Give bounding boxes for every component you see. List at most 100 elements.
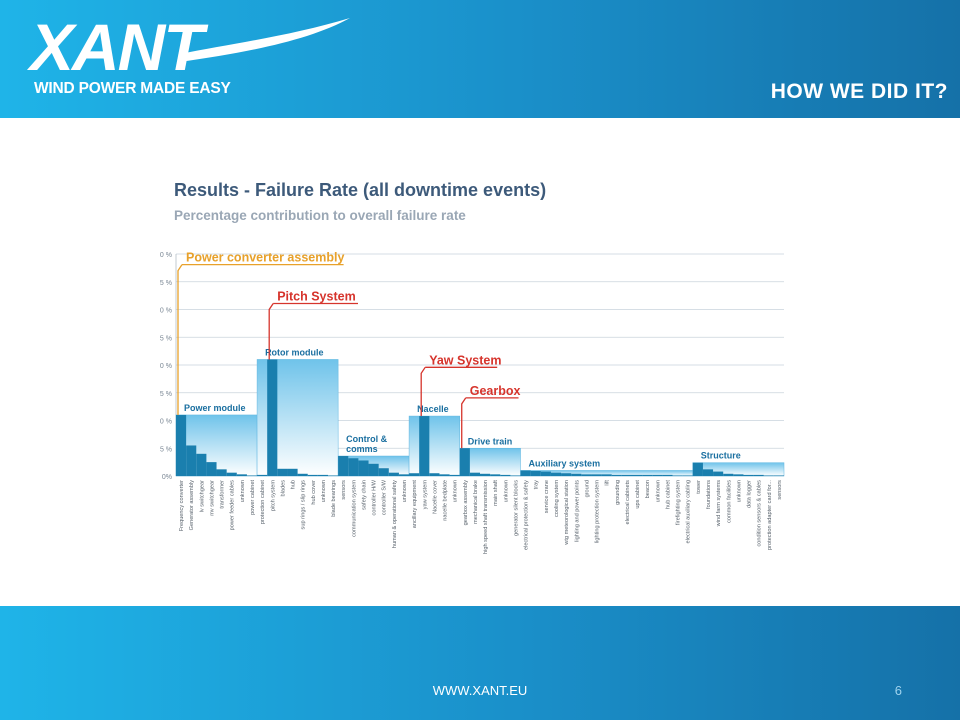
group-label-line2: comms bbox=[346, 444, 378, 454]
group-label: Control & bbox=[346, 434, 387, 444]
logo-wordmark: XANT bbox=[30, 10, 204, 84]
logo-tagline: WIND POWER MADE EASY bbox=[34, 80, 231, 97]
bar bbox=[409, 473, 420, 476]
x-tick-label: electrical protection & safety bbox=[524, 480, 530, 550]
x-tick-label: pitch system bbox=[270, 480, 276, 511]
bar bbox=[672, 475, 683, 476]
x-tick-label: tray bbox=[534, 480, 540, 490]
x-tick-label: electrical auxiliary cabling bbox=[686, 480, 692, 543]
xant-logo[interactable]: XANT WIND POWER MADE EASY bbox=[30, 10, 350, 104]
bar bbox=[500, 474, 511, 476]
bar bbox=[702, 469, 714, 476]
x-tick-label: safety chain bbox=[361, 480, 367, 510]
bar bbox=[652, 474, 663, 476]
bar bbox=[642, 474, 653, 476]
bar bbox=[753, 474, 764, 476]
x-tick-label: foundations bbox=[706, 480, 712, 509]
callout-label: Gearbox bbox=[470, 384, 521, 398]
x-tick-label: beacon bbox=[645, 480, 651, 498]
callout-label: Pitch System bbox=[277, 290, 356, 304]
x-tick-label: data logger bbox=[747, 480, 753, 508]
x-tick-label: wind farm systems bbox=[716, 480, 722, 528]
bar bbox=[490, 474, 501, 476]
group-bar bbox=[408, 415, 460, 477]
x-tick-label: unknown bbox=[321, 480, 327, 502]
x-tick-label: lift bbox=[605, 480, 611, 486]
x-tick-label: Nacelle cover bbox=[432, 480, 438, 514]
y-tick-label: 10 % bbox=[160, 419, 172, 426]
y-tick-label: 20 % bbox=[160, 363, 172, 370]
bar bbox=[530, 471, 541, 476]
bar bbox=[713, 471, 724, 476]
bar bbox=[743, 474, 754, 476]
bar bbox=[176, 414, 187, 476]
bar bbox=[510, 475, 521, 476]
y-tick-label: 15 % bbox=[160, 391, 172, 398]
bar bbox=[611, 474, 622, 476]
x-tick-label: protection adapter card for... bbox=[767, 480, 773, 550]
footer-url-link[interactable]: WWW.XANT.EU bbox=[432, 683, 528, 698]
x-tick-label: mechanical brake bbox=[473, 480, 479, 524]
x-tick-label: lv switchgear bbox=[199, 480, 205, 512]
bar bbox=[763, 475, 774, 476]
x-tick-label: high speed shaft transmission bbox=[483, 480, 489, 554]
x-tick-label: unknown bbox=[503, 480, 509, 502]
bar bbox=[398, 474, 410, 476]
x-tick-label: electrical cabinets bbox=[625, 480, 631, 525]
x-tick-label: power cabinet bbox=[250, 480, 256, 515]
x-tick-label: unknown bbox=[655, 480, 661, 502]
x-tick-label: service crane bbox=[544, 480, 550, 513]
x-tick-label: hub cabinet bbox=[665, 480, 671, 509]
y-tick-label: 30 % bbox=[160, 308, 172, 315]
group-label: Auxiliary system bbox=[529, 458, 601, 468]
x-tick-label: hub bbox=[291, 480, 297, 489]
callout-leader bbox=[268, 303, 274, 360]
bar bbox=[561, 473, 572, 476]
x-tick-label: gearbox assembly bbox=[463, 480, 469, 526]
y-tick-label: 5 % bbox=[160, 446, 172, 453]
y-tick-label: 25 % bbox=[160, 335, 172, 342]
x-tick-label: lighting protection system bbox=[595, 480, 601, 543]
x-tick-label: unknown bbox=[453, 480, 459, 502]
logo-swoosh-icon bbox=[180, 18, 350, 62]
x-tick-label: generator silent blocks bbox=[513, 480, 519, 536]
bar bbox=[186, 445, 197, 476]
bar bbox=[682, 475, 693, 476]
bar bbox=[196, 453, 207, 476]
bar bbox=[480, 473, 491, 476]
failure-rate-chart: 0% 5 % 10 % 15 % 20 % 25 % 30 % 35 % 40 % Power m… bbox=[160, 170, 800, 570]
bar bbox=[449, 474, 460, 476]
x-tick-label: sensors bbox=[777, 480, 783, 500]
x-tick-label: unknown bbox=[402, 480, 408, 502]
group-label: Structure bbox=[701, 451, 741, 461]
x-tick-label: main shaft bbox=[493, 480, 499, 506]
bar bbox=[459, 448, 470, 476]
bar bbox=[550, 472, 562, 476]
group-label: Rotor module bbox=[265, 347, 324, 357]
bar bbox=[540, 471, 551, 476]
x-tick-label: sup rings / slip rings bbox=[301, 480, 307, 530]
bar bbox=[692, 462, 703, 476]
bar bbox=[358, 460, 369, 476]
bar bbox=[621, 474, 632, 476]
x-tick-label: protection cabinet bbox=[260, 480, 266, 525]
bar bbox=[368, 463, 379, 476]
bar bbox=[571, 473, 582, 476]
x-tick-label: grounding bbox=[615, 480, 621, 505]
bar bbox=[338, 456, 349, 476]
x-tick-label: cooling system bbox=[554, 480, 560, 517]
bar bbox=[246, 475, 258, 476]
bar bbox=[388, 472, 399, 476]
bar bbox=[378, 468, 389, 476]
bar bbox=[348, 458, 359, 476]
x-tick-label: mv switchgear bbox=[209, 480, 215, 516]
bar bbox=[469, 472, 480, 476]
x-tick-label: unknown bbox=[240, 480, 246, 502]
x-tick-label: wtg meteorological station bbox=[564, 480, 570, 546]
y-tick-label: 0% bbox=[162, 474, 172, 481]
bar bbox=[591, 474, 602, 476]
bar bbox=[216, 469, 227, 476]
x-tick-label: unknown bbox=[736, 480, 742, 502]
chart-title: Results - Failure Rate (all downtime eve… bbox=[174, 180, 547, 200]
slide-title: HOW WE DID IT? bbox=[770, 80, 948, 103]
